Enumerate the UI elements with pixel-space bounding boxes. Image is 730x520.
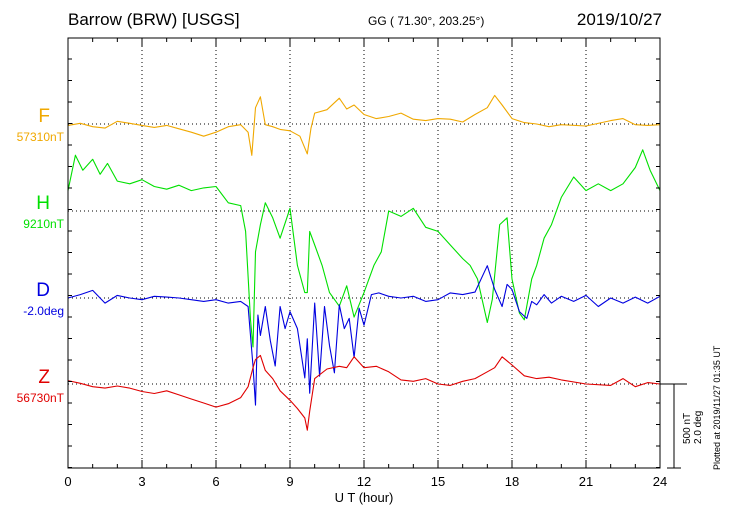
x-tick-label: 18 [505,474,519,489]
plotted-timestamp: Plotted at 2019/11/27 01:35 UT [712,345,722,470]
series-line-f [67,94,661,156]
x-tick-label: 24 [653,474,667,489]
geographic-coords: GG ( 71.30°, 203.25°) [368,14,485,28]
label-d: D [36,280,50,301]
baseline-z: 56730nT [16,391,64,405]
series-line-h [67,149,661,348]
series-line-z [67,354,661,431]
label-z: Z [38,367,50,388]
series-layer [67,94,661,431]
baseline-d: -2.0deg [23,304,64,318]
scale-note: 500 nT 2.0 deg [682,411,704,444]
baseline-h: 9210nT [23,217,64,231]
x-tick-label: 0 [64,474,71,489]
label-h: H [36,193,50,214]
baseline-f: 57310nT [16,130,64,144]
plot-date: 2019/10/27 [576,10,662,29]
axis-layer: 0 3 6 9 12 15 18 21 24 U T (hour) [64,37,687,505]
scale-nt: 500 nT [682,412,693,444]
station-title: Barrow (BRW) [USGS] [68,10,240,29]
scale-deg: 2.0 deg [693,410,704,444]
x-axis-label: U T (hour) [335,490,394,505]
x-tick-label: 12 [357,474,371,489]
x-tick-label: 15 [431,474,445,489]
label-f: F [38,106,50,127]
x-tick-label: 6 [212,474,219,489]
x-tick-label: 21 [579,474,593,489]
grid-layer [68,38,660,468]
x-tick-label: 9 [286,474,293,489]
x-tick-label: 3 [138,474,145,489]
series-line-d [67,265,661,406]
